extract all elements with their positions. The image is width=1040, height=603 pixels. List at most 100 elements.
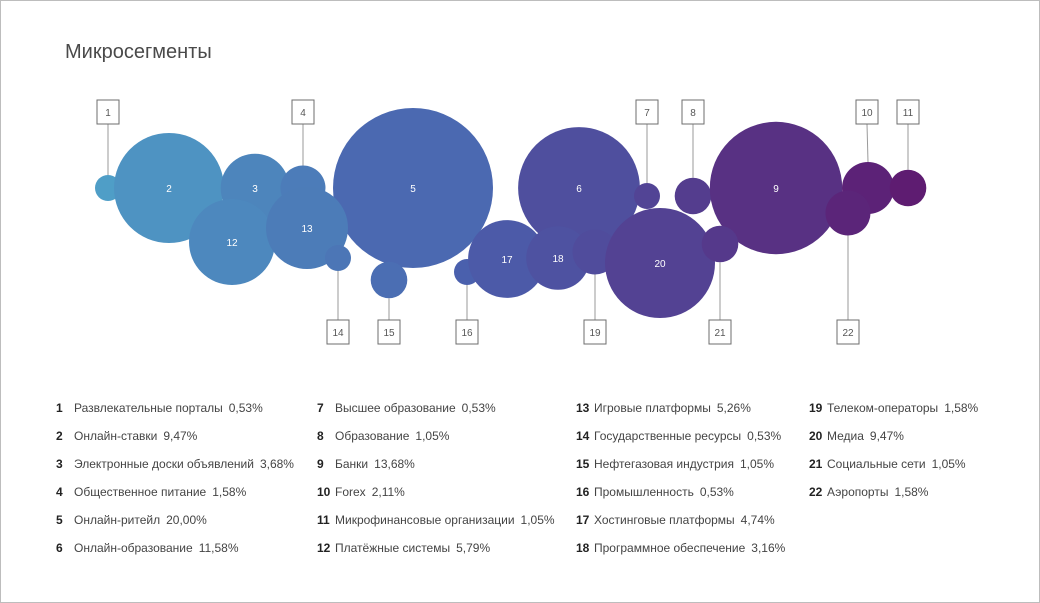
legend-label: Платёжные системы — [335, 541, 451, 555]
legend-value: 1,58% — [894, 485, 929, 499]
legend-text: Онлайн-ставки 9,47% — [74, 429, 197, 443]
callout-box-4 — [291, 99, 315, 125]
callout-box-16 — [455, 319, 479, 345]
legend-value: 9,47% — [163, 429, 198, 443]
legend-number: 5 — [56, 513, 63, 527]
callout-box-15 — [377, 319, 401, 345]
bubble-12[interactable] — [189, 199, 275, 285]
legend-value: 1,05% — [931, 457, 966, 471]
legend-text: Промышленность 0,53% — [594, 485, 734, 499]
legend-label: Онлайн-ритейл — [74, 513, 161, 527]
legend-value: 5,26% — [716, 401, 751, 415]
legend-value: 3,16% — [751, 541, 786, 555]
bubble-label-3: 3 — [252, 184, 258, 195]
legend-number: 22 — [809, 485, 823, 499]
legend-value: 1,58% — [212, 485, 247, 499]
legend-label: Микрофинансовые организации — [335, 513, 515, 527]
callout-label-7: 7 — [644, 108, 650, 119]
legend-value: 1,05% — [520, 513, 555, 527]
bubble-14[interactable] — [325, 245, 351, 271]
legend-value: 20,00% — [166, 513, 207, 527]
legend-number: 18 — [576, 541, 590, 555]
bubble-13[interactable] — [266, 187, 348, 269]
legend-number: 13 — [576, 401, 590, 415]
legend-number: 12 — [317, 541, 331, 555]
legend-label: Программное обеспечение — [594, 541, 746, 555]
callout-box-11 — [896, 99, 920, 125]
legend-text: Развлекательные порталы 0,53% — [74, 401, 263, 415]
callout-box-21 — [708, 319, 732, 345]
bubble-15[interactable] — [370, 261, 408, 299]
legend-label: Государственные ресурсы — [594, 429, 742, 443]
bubble-8[interactable] — [674, 177, 712, 215]
bubble-label-6: 6 — [576, 184, 582, 195]
bubble-label-18: 18 — [552, 254, 564, 265]
legend-label: Высшее образование — [335, 401, 456, 415]
bubble-22[interactable] — [825, 190, 871, 236]
legend-text: Банки 13,68% — [335, 457, 415, 471]
bubble-label-2: 2 — [166, 184, 172, 195]
callout-box-1 — [96, 99, 120, 125]
callout-box-14 — [326, 319, 350, 345]
legend-number: 4 — [56, 485, 63, 499]
chart-title: Микросегменты — [65, 41, 212, 63]
callout-label-16: 16 — [461, 328, 473, 339]
legend-text: Государственные ресурсы 0,53% — [594, 429, 781, 443]
legend-label: Хостинговые платформы — [594, 513, 735, 527]
legend-number: 16 — [576, 485, 590, 499]
legend-value: 1,05% — [740, 457, 775, 471]
bubble-label-12: 12 — [226, 238, 238, 249]
legend-label: Образование — [335, 429, 410, 443]
bubble-6[interactable] — [518, 127, 640, 249]
bubble-18[interactable] — [526, 226, 590, 290]
bubble-11[interactable] — [889, 169, 927, 207]
callout-label-15: 15 — [383, 328, 395, 339]
legend-label: Общественное питание — [74, 485, 207, 499]
legend-text: Высшее образование 0,53% — [335, 401, 496, 415]
callout-label-19: 19 — [589, 328, 601, 339]
callout-box-8 — [681, 99, 705, 125]
bubble-label-20: 20 — [654, 259, 666, 270]
callout-box-7 — [635, 99, 659, 125]
callout-label-10: 10 — [861, 108, 873, 119]
callout-label-14: 14 — [332, 328, 344, 339]
legend-label: Онлайн-образование — [74, 541, 193, 555]
legend-text: Аэропорты 1,58% — [827, 485, 928, 499]
bubble-2[interactable] — [114, 133, 224, 243]
bubble-17[interactable] — [468, 220, 546, 298]
bubble-7[interactable] — [634, 183, 660, 209]
legend-label: Аэропорты — [827, 485, 889, 499]
legend-text: Нефтегазовая индустрия 1,05% — [594, 457, 774, 471]
legend-value: 1,05% — [415, 429, 450, 443]
bubble-label-9: 9 — [773, 184, 779, 195]
legend-text: Электронные доски объявлений 3,68% — [74, 457, 294, 471]
legend-number: 7 — [317, 401, 324, 415]
callout-label-11: 11 — [903, 108, 914, 119]
legend-number: 20 — [809, 429, 823, 443]
callout-label-21: 21 — [714, 328, 726, 339]
legend-number: 10 — [317, 485, 331, 499]
bubble-5[interactable] — [333, 108, 493, 268]
legend-number: 8 — [317, 429, 324, 443]
legend-value: 0,53% — [228, 401, 263, 415]
legend-label: Медиа — [827, 429, 864, 443]
connector-line-10 — [866, 123, 869, 163]
legend-label: Игровые платформы — [594, 401, 711, 415]
legend-label: Forex — [335, 485, 366, 499]
legend-number: 1 — [56, 401, 63, 415]
legend-text: Телеком-операторы 1,58% — [827, 401, 978, 415]
legend-label: Телеком-операторы — [827, 401, 939, 415]
bubble-20[interactable] — [605, 208, 715, 318]
legend-text: Общественное питание 1,58% — [74, 485, 246, 499]
bubble-label-5: 5 — [410, 184, 416, 195]
callout-label-8: 8 — [690, 108, 696, 119]
legend-text: Онлайн-ритейл 20,00% — [74, 513, 207, 527]
legend-text: Игровые платформы 5,26% — [594, 401, 751, 415]
bubble-9[interactable] — [709, 121, 843, 255]
legend-number: 15 — [576, 457, 590, 471]
legend-value: 1,58% — [944, 401, 979, 415]
bubble-21[interactable] — [701, 225, 739, 263]
legend-value: 11,58% — [198, 541, 239, 555]
